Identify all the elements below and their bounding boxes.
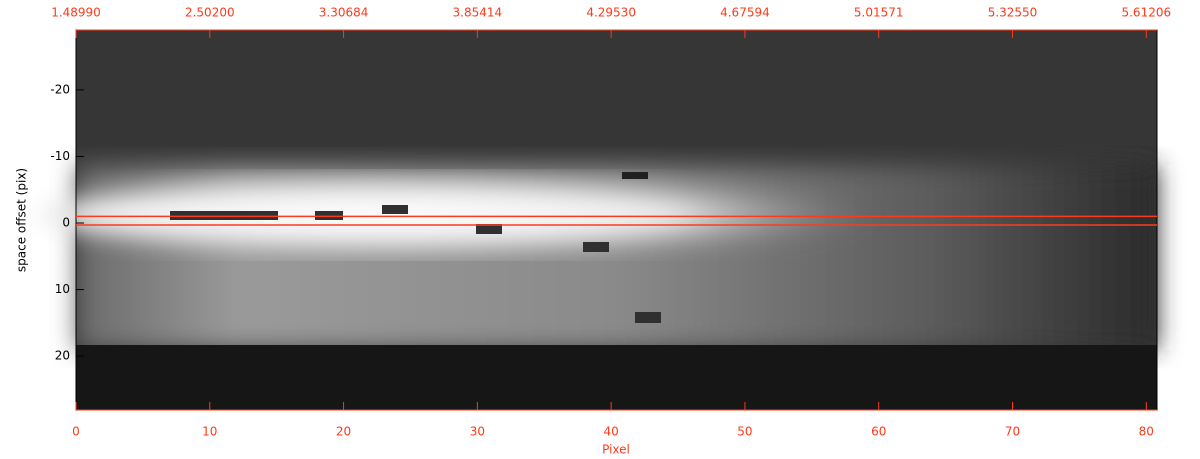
x2-tick-label: 1.48990 <box>51 6 101 20</box>
image <box>40 30 1157 410</box>
x-tick-label: 50 <box>737 425 752 439</box>
x2-tick-label: 2.50200 <box>185 6 235 20</box>
y-tick-label: 20 <box>55 349 70 363</box>
x2-tick-label: 5.32550 <box>988 6 1038 20</box>
y-axis-label: space offset (pix) <box>15 168 29 272</box>
x-tick-label: 70 <box>1005 425 1020 439</box>
x-tick-label: 60 <box>871 425 886 439</box>
y-tick-label: 0 <box>62 215 70 229</box>
x-axis-label: Pixel <box>602 443 630 457</box>
x2-tick-label: 3.30684 <box>319 6 369 20</box>
x2-tick-label: 3.85414 <box>453 6 503 20</box>
x2-tick-label: 5.01571 <box>854 6 904 20</box>
y-tick-label: -10 <box>50 149 70 163</box>
x-tick-label: 20 <box>336 425 351 439</box>
x-tick-label: 30 <box>470 425 485 439</box>
x2-tick-label: 5.61206 <box>1121 6 1171 20</box>
y-tick-label: -20 <box>50 82 70 96</box>
x-tick-label: 0 <box>72 425 80 439</box>
x-tick-label: 10 <box>202 425 217 439</box>
x2-tick-label: 4.67594 <box>720 6 770 20</box>
x2-tick-label: 4.29530 <box>586 6 636 20</box>
x-tick-label: 80 <box>1139 425 1154 439</box>
y-tick-label: 10 <box>55 282 70 296</box>
x-tick-label: 40 <box>604 425 619 439</box>
